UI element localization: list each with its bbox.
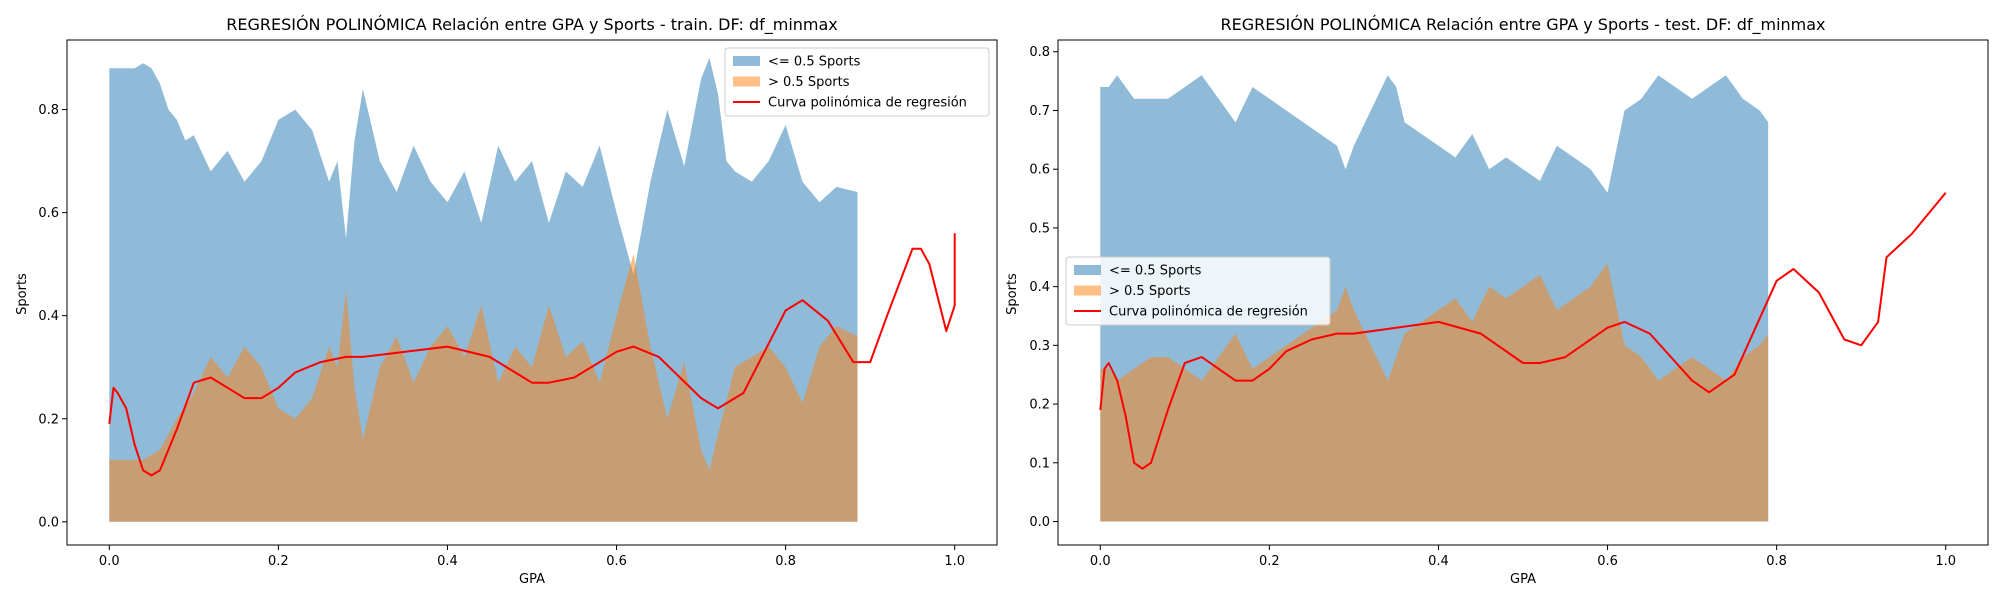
plot-marks: [108, 58, 956, 522]
x-tick-label: 0.0: [1090, 554, 1111, 569]
test-chart-panel: REGRESIÓN POLINÓMICA Relación entre GPA …: [1005, 15, 1989, 587]
x-tick-label: 0.2: [1259, 554, 1280, 569]
x-tick-label: 0.2: [268, 554, 289, 569]
y-tick-label: 0.3: [1029, 339, 1050, 354]
x-tick-label: 1.0: [944, 554, 965, 569]
y-tick-label: 0.5: [1029, 221, 1050, 236]
chart-title: REGRESIÓN POLINÓMICA Relación entre GPA …: [1220, 15, 1825, 35]
legend-swatch: [733, 56, 760, 66]
legend-swatch: [733, 76, 760, 87]
legend: <= 0.5 Sports > 0.5 Sports Curva polinómic…: [724, 47, 990, 117]
y-tick-label: 0.8: [38, 103, 59, 118]
legend-label: > 0.5 Sports: [1109, 284, 1191, 299]
x-tick-label: 1.0: [1935, 554, 1956, 569]
legend: <= 0.5 Sports > 0.5 Sports Curva polinómic…: [1065, 256, 1331, 326]
legend-swatch: [1074, 285, 1101, 296]
area-series-2: [109, 253, 858, 522]
y-tick-label: 0.8: [1029, 45, 1050, 60]
x-tick-label: 0.8: [775, 554, 796, 569]
regression-curve: [1099, 192, 1947, 470]
y-axis-label: Sports: [15, 273, 30, 315]
y-axis-label: Sports: [1005, 273, 1020, 315]
x-tick-label: 0.4: [1428, 554, 1449, 569]
legend-swatch: [1074, 265, 1101, 275]
y-tick-label: 0.0: [38, 515, 59, 530]
plot-frame: [66, 39, 998, 546]
plot-marks: [1099, 63, 1947, 522]
y-tick-label: 0.4: [1029, 280, 1050, 295]
axis-ticks: 0.0 0.2 0.4 0.6 0.8 1.0 0.0 0.1 0.2 0.3 0.4 0.5 0.6 0…: [1029, 45, 1956, 569]
legend-label: Curva polinómica de regresión: [768, 96, 967, 111]
y-tick-label: 0.4: [38, 309, 59, 324]
y-tick-label: 0.1: [1029, 456, 1050, 471]
legend-label: <= 0.5 Sports: [1109, 264, 1202, 279]
area-series-1: [109, 58, 858, 522]
axis-ticks: 0.0 0.2 0.4 0.6 0.8 1.0 0.0 0.2 0.4 0.6 0.8: [38, 103, 965, 569]
y-tick-label: 0.7: [1029, 104, 1050, 119]
x-tick-label: 0.8: [1766, 554, 1787, 569]
legend-label: <= 0.5 Sports: [768, 55, 861, 70]
x-tick-label: 0.0: [99, 554, 120, 569]
chart-title: REGRESIÓN POLINÓMICA Relación entre GPA …: [226, 15, 838, 35]
y-tick-label: 0.2: [1029, 398, 1050, 413]
x-axis-label: GPA: [1510, 572, 1536, 587]
y-tick-label: 0.6: [38, 206, 59, 221]
legend-label: Curva polinómica de regresión: [1109, 305, 1308, 320]
x-axis-label: GPA: [519, 572, 545, 587]
legend-box: [1065, 256, 1331, 326]
plot-frame: [1057, 39, 1989, 546]
regression-curve: [108, 233, 956, 477]
x-tick-label: 0.6: [1597, 554, 1618, 569]
x-tick-label: 0.6: [606, 554, 627, 569]
y-tick-label: 0.2: [38, 412, 59, 427]
y-tick-label: 0.0: [1029, 515, 1050, 530]
train-chart-panel: REGRESIÓN POLINÓMICA Relación entre GPA …: [15, 15, 998, 587]
legend-label: > 0.5 Sports: [768, 75, 850, 90]
y-tick-label: 0.6: [1029, 163, 1050, 178]
area-series-2: [1100, 263, 1769, 522]
x-tick-label: 0.4: [437, 554, 458, 569]
legend-box: [724, 47, 990, 117]
